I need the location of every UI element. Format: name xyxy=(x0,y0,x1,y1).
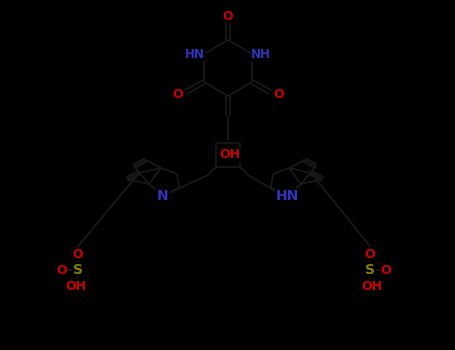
Text: O: O xyxy=(381,264,391,276)
Text: O: O xyxy=(57,264,67,276)
Text: OH: OH xyxy=(362,280,383,293)
Text: S: S xyxy=(73,263,83,277)
Text: S: S xyxy=(365,263,375,277)
Text: OH: OH xyxy=(66,280,86,293)
Text: O: O xyxy=(273,89,283,101)
Text: O: O xyxy=(172,89,183,101)
Text: O: O xyxy=(365,247,375,260)
Text: NH: NH xyxy=(251,48,271,61)
Text: OH: OH xyxy=(219,148,241,161)
Text: O: O xyxy=(73,247,83,260)
Text: HN: HN xyxy=(185,48,205,61)
Text: N: N xyxy=(157,189,169,203)
Text: HN: HN xyxy=(275,189,298,203)
Text: O: O xyxy=(222,9,233,22)
